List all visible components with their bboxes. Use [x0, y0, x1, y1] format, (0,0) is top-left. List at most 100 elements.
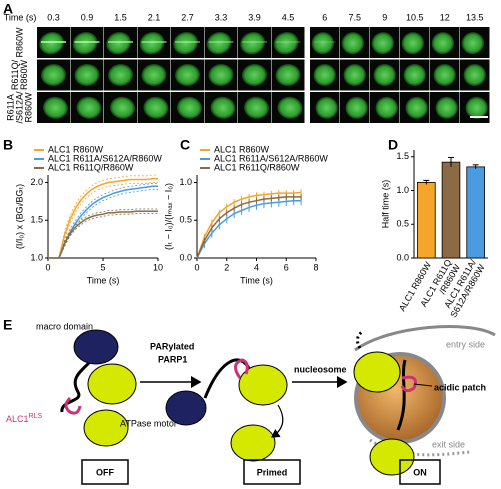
series-line [48, 210, 158, 259]
x-tick-label: 5 [100, 262, 105, 272]
cell [461, 32, 485, 55]
time-value: 4.5 [282, 12, 295, 22]
cell [343, 63, 366, 87]
cell [208, 63, 234, 87]
macro-domain-shape [73, 329, 119, 365]
cell [345, 96, 368, 119]
cell [341, 32, 365, 55]
cell [206, 31, 232, 55]
diagram-label: RLS [29, 413, 43, 420]
cell [405, 96, 428, 119]
cell [241, 63, 268, 87]
cell [40, 63, 67, 87]
diagram-label: entry side [446, 339, 485, 349]
diagram-label: macro domain [36, 321, 93, 331]
series-line [48, 185, 158, 259]
y-tick-label: 1.5 [396, 151, 409, 161]
series-line [196, 191, 302, 259]
cell [240, 31, 265, 55]
time-value: 1.5 [114, 12, 127, 22]
y-axis-label: Half time (s) [380, 180, 390, 229]
y-tick-label: 2.0 [30, 177, 43, 187]
y-tick-label: 1.5 [30, 215, 43, 225]
atpase-lobe [87, 363, 137, 405]
x-axis-label: Time (s) [87, 275, 120, 285]
x-tick-label: 6 [284, 262, 289, 272]
atpase-lobe [369, 438, 415, 476]
x-tick-label: 4 [254, 262, 259, 272]
cell [76, 96, 102, 119]
time-value: 7.5 [348, 12, 361, 22]
cell [435, 96, 458, 119]
bar [466, 166, 485, 259]
legend-label: ALC1 R860W [214, 144, 270, 154]
diagram-label: ALC1RLS [6, 413, 42, 425]
bar [441, 161, 461, 259]
legend-label: ALC1 R611Q/R860W [214, 162, 300, 172]
cell [373, 63, 396, 87]
atpase-lobe [353, 351, 401, 393]
cell [403, 63, 426, 87]
cell [106, 31, 131, 55]
cell [401, 32, 425, 55]
tail [355, 330, 363, 349]
cell [174, 63, 201, 87]
row-label-line: R860W [23, 92, 33, 123]
y-axis-label: (I/I₀) x (BGᵢ/BGₜ) [14, 184, 24, 249]
x-tick-label: 10 [153, 262, 163, 272]
x-tick-label: 2 [224, 262, 229, 272]
row-label-line: R860W [19, 59, 29, 90]
state-box [81, 459, 129, 485]
time-label: Time (s) [4, 12, 37, 22]
time-value: 2.7 [181, 12, 194, 22]
cell [39, 31, 64, 55]
cell [143, 96, 169, 119]
cell [275, 63, 301, 87]
diagram-label: nucleosome [294, 364, 347, 374]
row-label: R860W [14, 27, 24, 58]
row-label: R611Q/R860W [10, 59, 29, 90]
time-value: 0.3 [47, 12, 60, 22]
diagram-shapes [60, 325, 496, 485]
error-band [48, 182, 158, 259]
diagram-label: PARylated [150, 341, 194, 351]
cell [311, 32, 335, 55]
atpase-lobe [230, 424, 276, 462]
pointer [413, 383, 433, 387]
panel-label: C [180, 137, 190, 153]
cell [375, 96, 398, 119]
cell [74, 63, 100, 87]
cell [277, 96, 303, 119]
rls-loop [234, 358, 249, 379]
cell [371, 32, 395, 55]
diagram-label: PARP1 [158, 354, 187, 364]
cell [463, 63, 486, 87]
y-tick-label: 0.5 [179, 215, 192, 225]
panel-label: D [388, 137, 398, 153]
bar [417, 181, 436, 259]
y-axis-label: (Iₜ − I₀)/(Iₘₐₓ − I₀) [163, 183, 173, 250]
dna [354, 325, 496, 352]
linker [396, 359, 407, 431]
state-label: Primed [257, 467, 288, 477]
cell [141, 63, 167, 87]
diagram-label: ATPase motor [120, 418, 177, 428]
cell [243, 96, 269, 119]
series-line [196, 196, 302, 259]
panel-label: E [3, 317, 12, 333]
time-value: 12 [440, 12, 450, 22]
cell [42, 96, 68, 119]
time-value: 0.9 [81, 12, 94, 22]
y-tick-label: 1.0 [30, 252, 43, 262]
y-tick-label: 1.0 [179, 177, 192, 187]
time-value: 6 [322, 12, 327, 22]
x-tick-label: 0 [45, 262, 50, 272]
legend-label: ALC1 R611A/S612A/R860W [48, 153, 162, 163]
time-value: 10.5 [406, 12, 424, 22]
x-axis-label: Time (s) [240, 275, 273, 285]
series-line [196, 199, 302, 259]
x-tick-label: 8 [313, 262, 318, 272]
row-label-line: /S612A/ [14, 91, 24, 124]
rls-loop [400, 375, 417, 393]
